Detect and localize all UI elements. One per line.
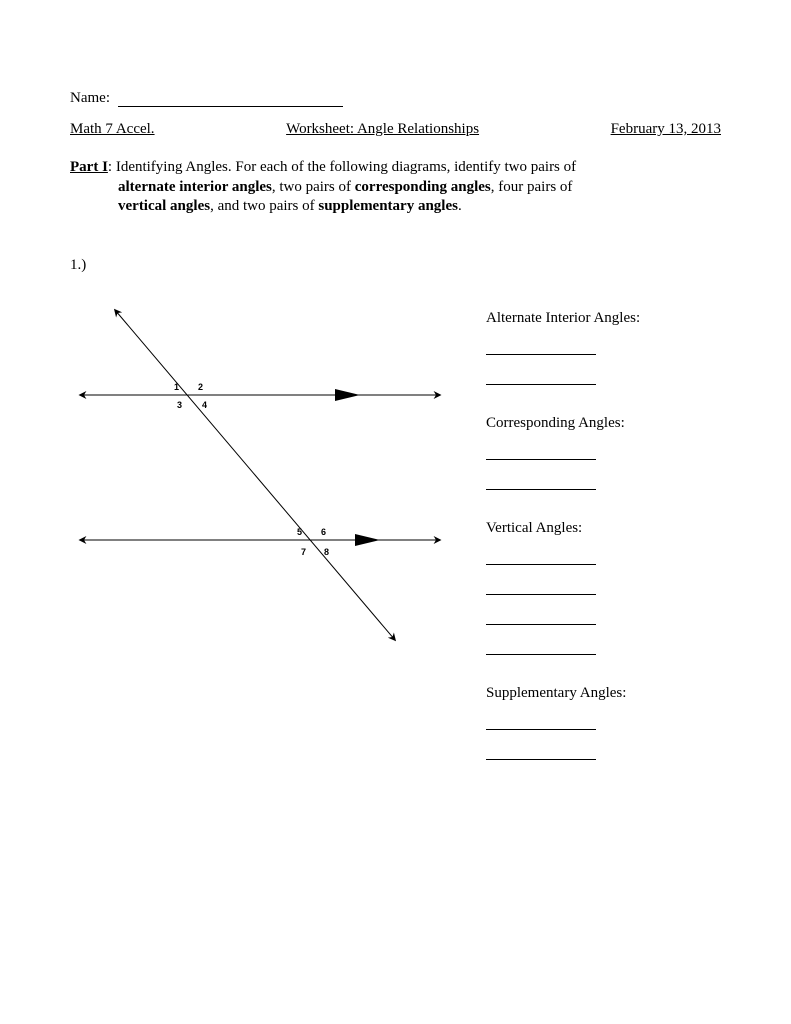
answer-blank[interactable] xyxy=(486,609,596,625)
name-label: Name: xyxy=(70,90,110,106)
instructions-text2d: , four pairs of xyxy=(491,179,573,195)
instructions-text3d: . xyxy=(458,198,462,214)
term-corresponding: corresponding angles xyxy=(355,179,491,195)
heading-vertical: Vertical Angles: xyxy=(486,520,721,537)
answer-blank[interactable] xyxy=(486,639,596,655)
angle-label-3: 3 xyxy=(177,400,182,410)
section-vertical: Vertical Angles: xyxy=(486,520,721,655)
problem-1: 1.) xyxy=(70,257,721,790)
instructions-text3b: , and two pairs of xyxy=(210,198,318,214)
course-name: Math 7 Accel. xyxy=(70,121,155,138)
part-label: Part I xyxy=(70,159,108,175)
name-blank[interactable] xyxy=(118,93,343,107)
answer-blank[interactable] xyxy=(486,339,596,355)
angle-label-4: 4 xyxy=(202,400,207,410)
angle-label-1: 1 xyxy=(174,382,179,392)
instructions-line1: : Identifying Angles. For each of the fo… xyxy=(108,159,576,175)
angle-label-2: 2 xyxy=(198,382,203,392)
heading-corresponding: Corresponding Angles: xyxy=(486,415,721,432)
name-field-row: Name: xyxy=(70,90,721,107)
answers-column: Alternate Interior Angles: Corresponding… xyxy=(460,280,721,790)
answer-blank[interactable] xyxy=(486,369,596,385)
term-vertical: vertical angles xyxy=(118,198,210,214)
instructions-text2b: , two pairs of xyxy=(272,179,355,195)
section-corresponding: Corresponding Angles: xyxy=(486,415,721,490)
direction-arrow-2 xyxy=(355,534,380,546)
document-date: February 13, 2013 xyxy=(611,121,721,138)
answer-blank[interactable] xyxy=(486,549,596,565)
direction-arrow-1 xyxy=(335,389,360,401)
angle-label-8: 8 xyxy=(324,547,329,557)
angle-label-5: 5 xyxy=(297,527,302,537)
angle-label-7: 7 xyxy=(301,547,306,557)
answer-blank[interactable] xyxy=(486,714,596,730)
transversal-line xyxy=(115,310,395,640)
heading-alternate-interior: Alternate Interior Angles: xyxy=(486,310,721,327)
angle-diagram: 1 2 3 4 5 6 7 8 xyxy=(70,280,460,680)
section-alternate-interior: Alternate Interior Angles: xyxy=(486,310,721,385)
section-supplementary: Supplementary Angles: xyxy=(486,685,721,760)
answer-blank[interactable] xyxy=(486,579,596,595)
instructions-block: Part I: Identifying Angles. For each of … xyxy=(70,158,721,217)
term-alternate-interior: alternate interior angles xyxy=(118,179,272,195)
answer-blank[interactable] xyxy=(486,474,596,490)
answer-blank[interactable] xyxy=(486,744,596,760)
document-header: Math 7 Accel. Worksheet: Angle Relations… xyxy=(70,121,721,138)
worksheet-title: Worksheet: Angle Relationships xyxy=(286,121,479,138)
heading-supplementary: Supplementary Angles: xyxy=(486,685,721,702)
diagram-container: 1 2 3 4 5 6 7 8 xyxy=(70,280,460,685)
term-supplementary: supplementary angles xyxy=(318,198,458,214)
answer-blank[interactable] xyxy=(486,444,596,460)
angle-label-6: 6 xyxy=(321,527,326,537)
problem-number: 1.) xyxy=(70,257,721,274)
